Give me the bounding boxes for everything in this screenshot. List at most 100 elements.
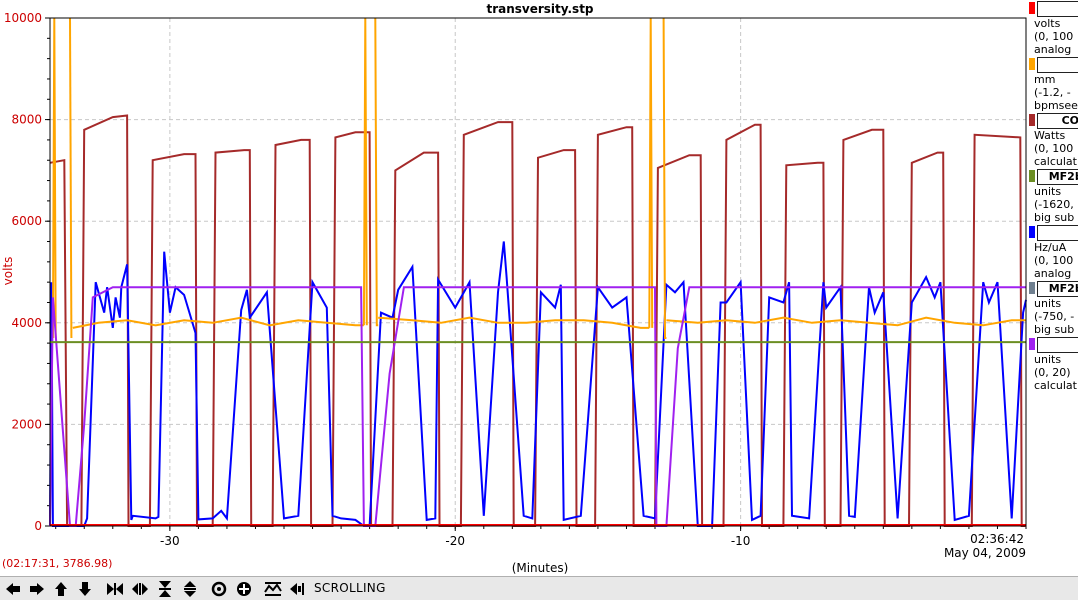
zoom-y-in-button[interactable] bbox=[155, 580, 175, 598]
x-tick-label: -30 bbox=[160, 534, 180, 548]
arrow-up-icon bbox=[55, 582, 67, 596]
legend-swatch bbox=[1029, 226, 1035, 238]
legend-entry-text: Hz/uA bbox=[1034, 241, 1067, 254]
legend-entry-text: mm bbox=[1034, 73, 1056, 86]
legend-entry[interactable]: MF2b14units(-1620,big sub bbox=[1029, 168, 1078, 224]
fit-lines-icon bbox=[264, 582, 282, 596]
legend-entry-text: calculat bbox=[1034, 155, 1077, 168]
legend-swatch bbox=[1029, 114, 1035, 126]
y-tick-label: 8000 bbox=[11, 113, 42, 127]
scroll-left-button[interactable] bbox=[3, 580, 23, 598]
legend-entry-text: Watts bbox=[1034, 129, 1066, 142]
y-tick-label: 6000 bbox=[11, 214, 42, 228]
legend-entry-text: volts bbox=[1034, 17, 1061, 30]
legend-entry-name: COMP bbox=[1037, 113, 1078, 129]
series-segment bbox=[51, 17, 57, 339]
legend-entry-name: IF bbox=[1037, 57, 1078, 73]
arrow-left-icon bbox=[6, 583, 20, 595]
scroll-right-button[interactable] bbox=[27, 580, 47, 598]
reset-view-button[interactable] bbox=[209, 580, 229, 598]
legend-entry[interactable]: MF2b14units(-750, -big sub bbox=[1029, 280, 1078, 336]
legend-entry-name: co bbox=[1037, 225, 1078, 241]
legend-entry-text: (0, 20) bbox=[1034, 366, 1071, 379]
legend-entry-text: (0, 100 bbox=[1034, 254, 1074, 267]
arrow-right-icon bbox=[30, 583, 44, 595]
axis-ticks: 0 2000 4000 6000 8000 10000 -30 -20 -10 bbox=[4, 11, 1027, 548]
toolbar: SCROLLING bbox=[0, 576, 1078, 600]
plot-frame bbox=[49, 17, 1027, 527]
legend-entry-name: MF2b14 bbox=[1037, 169, 1078, 185]
legend-entry-text: (-1.2, - bbox=[1034, 86, 1071, 99]
series-segment bbox=[648, 17, 654, 328]
legend-entry-text: (-1620, bbox=[1034, 198, 1074, 211]
chart[interactable]: transversity.stp 0 2000 4000 6000 8000 10000 -… bbox=[0, 0, 1078, 576]
series-segment bbox=[362, 17, 368, 326]
series-segment bbox=[49, 286, 1026, 527]
series-line bbox=[51, 17, 1026, 339]
legend-swatch bbox=[1029, 338, 1035, 350]
arrow-left-bar-icon bbox=[290, 583, 304, 595]
legend-entry-text: (-750, - bbox=[1034, 310, 1075, 323]
y-axis-label: volts bbox=[1, 257, 15, 286]
scroll-down-button[interactable] bbox=[75, 580, 95, 598]
series-line bbox=[49, 286, 1026, 527]
add-trace-button[interactable] bbox=[234, 580, 254, 598]
legend-entry[interactable]: IFmm(-1.2, -bpmsee bbox=[1029, 56, 1078, 112]
legend-swatch bbox=[1029, 2, 1035, 14]
cursor-readout: (02:17:31, 3786.98) bbox=[2, 557, 113, 570]
series-line bbox=[49, 241, 1027, 527]
arrow-down-icon bbox=[79, 582, 91, 596]
scroll-status: SCROLLING bbox=[314, 581, 386, 595]
legend-swatch bbox=[1029, 58, 1035, 70]
legend-entry-text: big sub bbox=[1034, 323, 1075, 336]
series-segment bbox=[378, 316, 650, 329]
y-tick-label: 10000 bbox=[4, 11, 42, 25]
legend-entry-text: units bbox=[1034, 353, 1062, 366]
series-segment bbox=[69, 17, 73, 339]
legend-entry-name: ha bbox=[1037, 337, 1078, 353]
y-tick-label: 0 bbox=[34, 519, 42, 533]
legend-entry[interactable]: haunits(0, 20)calculat bbox=[1029, 336, 1078, 392]
circle-target-icon bbox=[211, 581, 227, 597]
y-tick-label: 4000 bbox=[11, 316, 42, 330]
legend-swatch bbox=[1029, 170, 1035, 182]
legend: covolts(0, 100analogIFmm(-1.2, -bpmseeCO… bbox=[1029, 0, 1078, 395]
legend-entry-text: (0, 100 bbox=[1034, 30, 1074, 43]
plus-icon bbox=[237, 582, 251, 596]
zoom-y-in-icon bbox=[159, 581, 171, 597]
series-layer bbox=[49, 17, 1027, 527]
legend-entry-text: units bbox=[1034, 297, 1062, 310]
legend-entry-text: analog bbox=[1034, 267, 1072, 280]
x-end-time-label: 02:36:42 bbox=[970, 532, 1024, 546]
series-segment bbox=[666, 316, 1026, 327]
legend-entry-text: units bbox=[1034, 185, 1062, 198]
legend-entry-text: big sub bbox=[1034, 211, 1075, 224]
legend-entry-text: analog bbox=[1034, 43, 1072, 56]
series-segment bbox=[49, 241, 1027, 527]
series-segment bbox=[662, 17, 667, 339]
x-axis-label: (Minutes) bbox=[512, 561, 569, 575]
zoom-x-in-button[interactable] bbox=[105, 580, 125, 598]
legend-entry-name: co bbox=[1037, 1, 1078, 17]
x-tick-label: -20 bbox=[445, 534, 465, 548]
zoom-x-out-icon bbox=[132, 583, 148, 595]
legend-entry-name: MF2b14 bbox=[1037, 281, 1078, 297]
zoom-x-out-button[interactable] bbox=[130, 580, 150, 598]
scroll-up-button[interactable] bbox=[51, 580, 71, 598]
series-segment bbox=[374, 17, 379, 327]
series-segment bbox=[72, 316, 364, 329]
legend-entry-text: calculat bbox=[1034, 379, 1077, 392]
zoom-x-in-icon bbox=[107, 583, 123, 595]
legend-entry-text: (0, 100 bbox=[1034, 142, 1074, 155]
fit-view-button[interactable] bbox=[263, 580, 283, 598]
y-tick-label: 2000 bbox=[11, 417, 42, 431]
chart-title: transversity.stp bbox=[486, 2, 593, 16]
zoom-y-out-icon bbox=[184, 581, 196, 597]
x-tick-label: -10 bbox=[731, 534, 751, 548]
back-to-live-button[interactable] bbox=[287, 580, 307, 598]
zoom-y-out-button[interactable] bbox=[180, 580, 200, 598]
legend-entry-text: bpmsee bbox=[1034, 99, 1078, 112]
